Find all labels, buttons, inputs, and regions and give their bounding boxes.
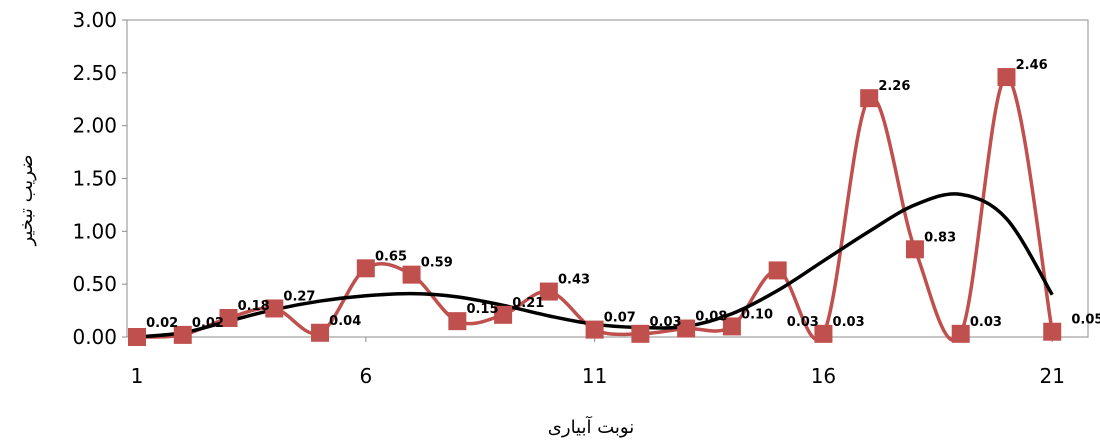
x-tick-label: 6 xyxy=(359,364,372,388)
data-point-marker xyxy=(951,324,970,343)
y-tick-label: 2.00 xyxy=(72,114,117,138)
data-point-marker xyxy=(219,308,238,327)
data-labels-group: 0.02 0.02 0.18 0.27 0.04 0.65 0.59 0.15 0.21 0.43… xyxy=(146,58,1100,331)
data-point-marker xyxy=(585,320,604,339)
data-label: 0.65 xyxy=(375,249,407,264)
y-axis-title: ضریب تبخیر xyxy=(16,154,37,246)
data-label: 0.03 xyxy=(970,315,1002,330)
data-point-marker xyxy=(494,305,513,324)
data-point-marker xyxy=(356,259,375,278)
y-tick-label: 0.00 xyxy=(72,325,117,349)
data-label: 0.03 xyxy=(650,315,682,330)
y-tick-label: 3.00 xyxy=(72,8,117,32)
data-label: 0.59 xyxy=(421,256,453,271)
data-label: 0.83 xyxy=(924,230,956,245)
plot-area-border xyxy=(126,19,1089,338)
data-point-marker xyxy=(1043,322,1062,341)
axes: 0.000.501.001.502.002.503.001 6 11 16 21 xyxy=(72,8,1089,388)
data-point-marker xyxy=(814,324,833,343)
data-label: 0.03 xyxy=(833,315,865,330)
x-tick-label: 21 xyxy=(1040,364,1065,388)
data-point-marker xyxy=(448,312,467,331)
data-label: 0.18 xyxy=(238,299,270,314)
data-point-marker xyxy=(265,299,284,318)
data-label: 0.05 xyxy=(1071,313,1100,328)
data-label: 0.02 xyxy=(146,316,178,331)
data-point-marker xyxy=(722,317,741,336)
data-point-marker xyxy=(631,324,650,343)
data-point-marker xyxy=(677,319,696,338)
data-label: 0.04 xyxy=(329,314,361,329)
data-label: 0.07 xyxy=(604,311,636,326)
x-tick-label: 1 xyxy=(131,364,144,388)
data-label: 0.15 xyxy=(466,302,498,317)
data-label: 0.03 xyxy=(787,315,819,330)
data-label: 0.10 xyxy=(741,307,773,322)
y-tick-label: 1.00 xyxy=(72,219,117,243)
y-tick-label: 1.50 xyxy=(72,167,117,191)
data-label: 0.27 xyxy=(283,289,315,304)
data-point-marker xyxy=(997,68,1016,87)
data-point-marker xyxy=(173,325,192,344)
markers-group xyxy=(128,68,1062,346)
data-point-marker xyxy=(402,265,421,284)
x-tick-label: 16 xyxy=(811,364,836,388)
data-label: 0.21 xyxy=(512,296,544,311)
data-point-marker xyxy=(311,323,330,342)
data-label: 2.26 xyxy=(878,79,910,94)
data-point-marker xyxy=(905,240,924,259)
data-label: 0.08 xyxy=(695,310,727,325)
y-tick-label: 0.50 xyxy=(72,272,117,296)
x-tick-label: 11 xyxy=(582,364,607,388)
data-point-marker xyxy=(539,282,558,301)
data-point-marker xyxy=(128,328,146,346)
data-point-marker xyxy=(768,261,787,280)
data-label: 2.46 xyxy=(1016,58,1048,73)
y-tick-label: 2.50 xyxy=(72,61,117,85)
x-axis-title: نوبت آبیاری xyxy=(548,415,634,438)
data-label: 0.02 xyxy=(192,316,224,331)
data-point-marker xyxy=(860,89,879,108)
data-label: 0.43 xyxy=(558,273,590,288)
